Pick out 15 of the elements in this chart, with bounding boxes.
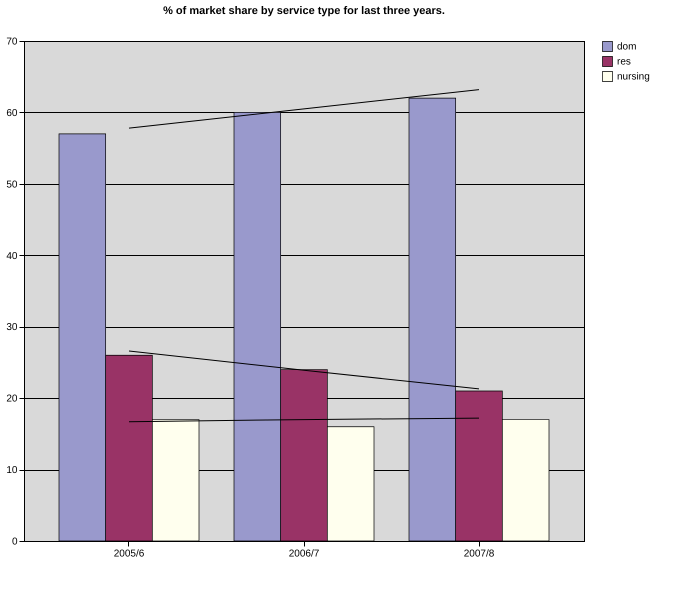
y-tick-label: 20 bbox=[6, 394, 18, 405]
legend-label: nursing bbox=[617, 72, 650, 82]
y-tick-label: 50 bbox=[6, 179, 18, 190]
legend-label: res bbox=[617, 56, 631, 68]
chart-title: % of market share by service type for last three years. bbox=[163, 5, 445, 17]
y-tick-label: 10 bbox=[6, 465, 18, 476]
y-tick-label: 40 bbox=[6, 250, 18, 262]
legend-label: dom bbox=[617, 42, 636, 52]
y-tick-label: 0 bbox=[12, 536, 18, 548]
y-tick-label: 30 bbox=[6, 322, 18, 334]
y-tick-label: 60 bbox=[6, 108, 18, 119]
x-tick-label: 2006/7 bbox=[288, 548, 320, 560]
x-tick-label: 2005/6 bbox=[114, 548, 145, 560]
x-tick-label: 2007/8 bbox=[464, 548, 495, 560]
y-tick-label: 70 bbox=[6, 36, 18, 48]
